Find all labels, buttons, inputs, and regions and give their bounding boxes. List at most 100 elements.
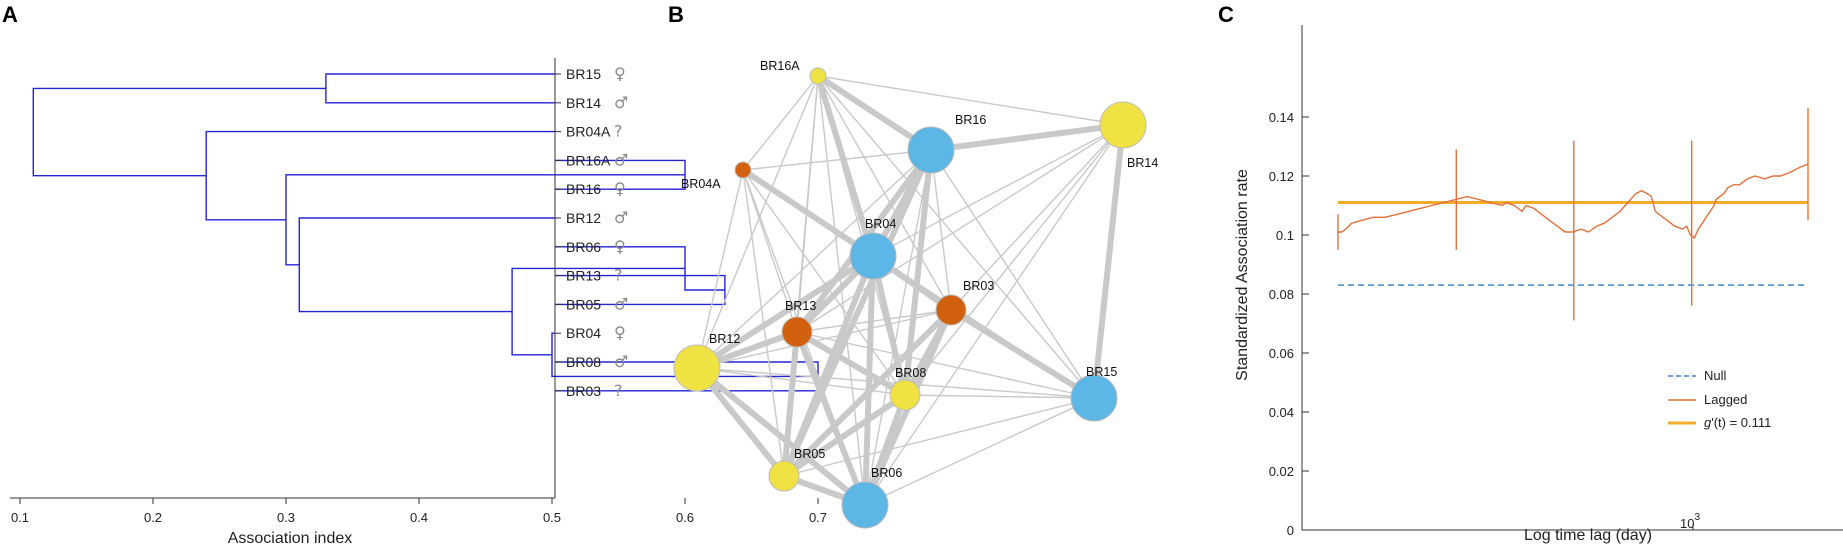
edge-br12-br06 (694, 365, 868, 508)
x-tick-label: 0.3 (277, 510, 295, 525)
series-lines (1337, 108, 1809, 321)
edge-br03-br15 (948, 307, 1097, 401)
leaf-sex-br03: ? (614, 381, 623, 400)
dendrogram-panel: 0.1 0.2 0.3 0.4 0.5 0.6 0.7 BR15 ♀BR14 ♂BR04A ?BR… (10, 58, 827, 546)
leaf-label-br12: BR12 (566, 210, 601, 226)
edge-br13-br15 (796, 331, 1095, 399)
node-br12 (673, 344, 721, 392)
x-tick-label: 0.5 (543, 510, 561, 525)
leaf-label-br16: BR16 (566, 181, 601, 197)
node-br16a (809, 67, 827, 85)
legend-lagged-label: Lagged (1704, 392, 1747, 407)
leaf-sex-br05: ♂ (614, 294, 628, 313)
leaf-sex-br14: ♂ (614, 93, 628, 112)
edge-br04-br05 (781, 253, 876, 479)
node-label-br04a: BR04A (681, 177, 721, 191)
y-tick-label: 0.04 (1269, 405, 1294, 420)
edge-br16-br14 (928, 122, 1126, 153)
edge-br14-br04 (872, 124, 1124, 257)
x-axis-label: Association index (228, 530, 353, 546)
edge-br04a-br12 (696, 169, 744, 369)
c-y-axis-label: Standardized Association rate (1234, 169, 1251, 381)
x-axis-ticks: 103 (1680, 512, 1700, 531)
edge-br16a-br04a (742, 75, 819, 171)
x-tick-exponent: 3 (1694, 512, 1700, 523)
y-tick-label: 0.14 (1269, 110, 1294, 125)
edge-br16-br15 (930, 149, 1095, 399)
leaf-label-br03: BR03 (566, 383, 601, 399)
edge-br03-br13 (796, 309, 952, 333)
node-br04 (849, 232, 897, 280)
edge-br15-br06 (864, 397, 1095, 506)
c-x-axis-label: Log time lag (day) (1524, 527, 1652, 544)
node-label-br12: BR12 (709, 332, 740, 346)
edge-br12-br08 (696, 367, 906, 396)
legend-fit-label: g'(t) = 0.111 (1704, 415, 1771, 430)
panel-label-a: A (2, 2, 18, 27)
edge-br16a-br14 (817, 75, 1124, 126)
node-label-br05: BR05 (794, 447, 825, 461)
edge-br03-br05 (781, 307, 954, 479)
leaf-sex-br04a: ? (614, 122, 623, 141)
x-tick-label: 0.6 (676, 510, 694, 525)
edge-br16a-br15 (817, 75, 1095, 399)
node-label-br15: BR15 (1086, 365, 1117, 379)
node-br16 (907, 126, 955, 174)
y-tick-label: 0 (1287, 523, 1294, 538)
edge-br08-br05 (781, 392, 908, 479)
dendrogram-branches (32, 73, 819, 392)
leaf-sex-br04: ♀ (614, 323, 626, 342)
leaf-label-br13: BR13 (566, 268, 601, 284)
edge-br16-br04a (742, 149, 932, 171)
node-label-br16: BR16 (955, 113, 986, 127)
y-tick-label: 0.02 (1269, 464, 1294, 479)
node-br14 (1099, 101, 1147, 149)
edge-br14-br06 (864, 124, 1124, 506)
leaf-label-br15: BR15 (566, 66, 601, 82)
y-tick-label: 0.06 (1269, 346, 1294, 361)
edge-br16-br03 (930, 149, 952, 311)
leaf-sex-br15: ♀ (614, 64, 626, 83)
leaf-sex-br16a: ♂ (614, 150, 628, 169)
y-tick-label: 0.12 (1269, 169, 1294, 184)
dendrogram-branch-m11 (32, 87, 326, 177)
edge-br13-br05 (781, 329, 800, 479)
y-tick-label: 0.08 (1269, 287, 1294, 302)
y-axis-ticks: 0 0.02 0.04 0.06 0.08 0.1 0.12 0.14 (1269, 110, 1309, 538)
legend-fit-rest: '(t) = 0.111 (1711, 415, 1771, 430)
edge-br04a-br13 (742, 169, 798, 333)
x-tick-label: 0.2 (144, 510, 162, 525)
association-rate-panel: 0 0.02 0.04 0.06 0.08 0.1 0.12 0.14 103 Log tim… (1234, 25, 1843, 544)
y-tick-label: 0.1 (1276, 228, 1294, 243)
legend: Null Lagged g'(t) = 0.111 (1668, 368, 1771, 430)
node-label-br08: BR08 (895, 366, 926, 380)
edge-br14-br03 (950, 124, 1124, 311)
edge-br04a-br08 (742, 169, 906, 396)
leaf-label-br05: BR05 (566, 296, 601, 312)
network-node-labels: BR16A BR16 BR14 BR04A BR04 BR03 BR13 BR12 BR08 BR… (681, 59, 1158, 480)
edge-br16-br06 (864, 149, 932, 506)
dendrogram-branch-m8 (298, 217, 555, 313)
node-br04a (734, 161, 752, 179)
node-br15 (1070, 374, 1118, 422)
node-br03 (935, 294, 967, 326)
leaf-sex-br08: ♂ (614, 352, 628, 371)
edge-br16a-br04 (815, 73, 876, 259)
dendrogram-branch-m10 (205, 130, 555, 221)
edge-br14-br13 (796, 124, 1124, 333)
edge-br15-br05 (783, 397, 1095, 477)
leaf-sex-br06: ♀ (614, 237, 626, 256)
leaf-label-br04a: BR04A (566, 124, 611, 140)
dendrogram-branch-m7 (325, 73, 555, 104)
leaf-label-br14: BR14 (566, 95, 601, 111)
leaf-label-br08: BR08 (566, 354, 601, 370)
edge-br13-br06 (794, 329, 868, 508)
leaf-sex-br12: ♂ (614, 208, 628, 227)
edge-br04-br08 (870, 253, 908, 398)
leaf-sex-br13: ? (614, 266, 623, 285)
node-br05 (768, 460, 800, 492)
x-tick-label: 0.4 (410, 510, 428, 525)
x-axis-ticks: 0.1 0.2 0.3 0.4 0.5 0.6 0.7 (11, 498, 827, 525)
node-br08 (889, 379, 921, 411)
